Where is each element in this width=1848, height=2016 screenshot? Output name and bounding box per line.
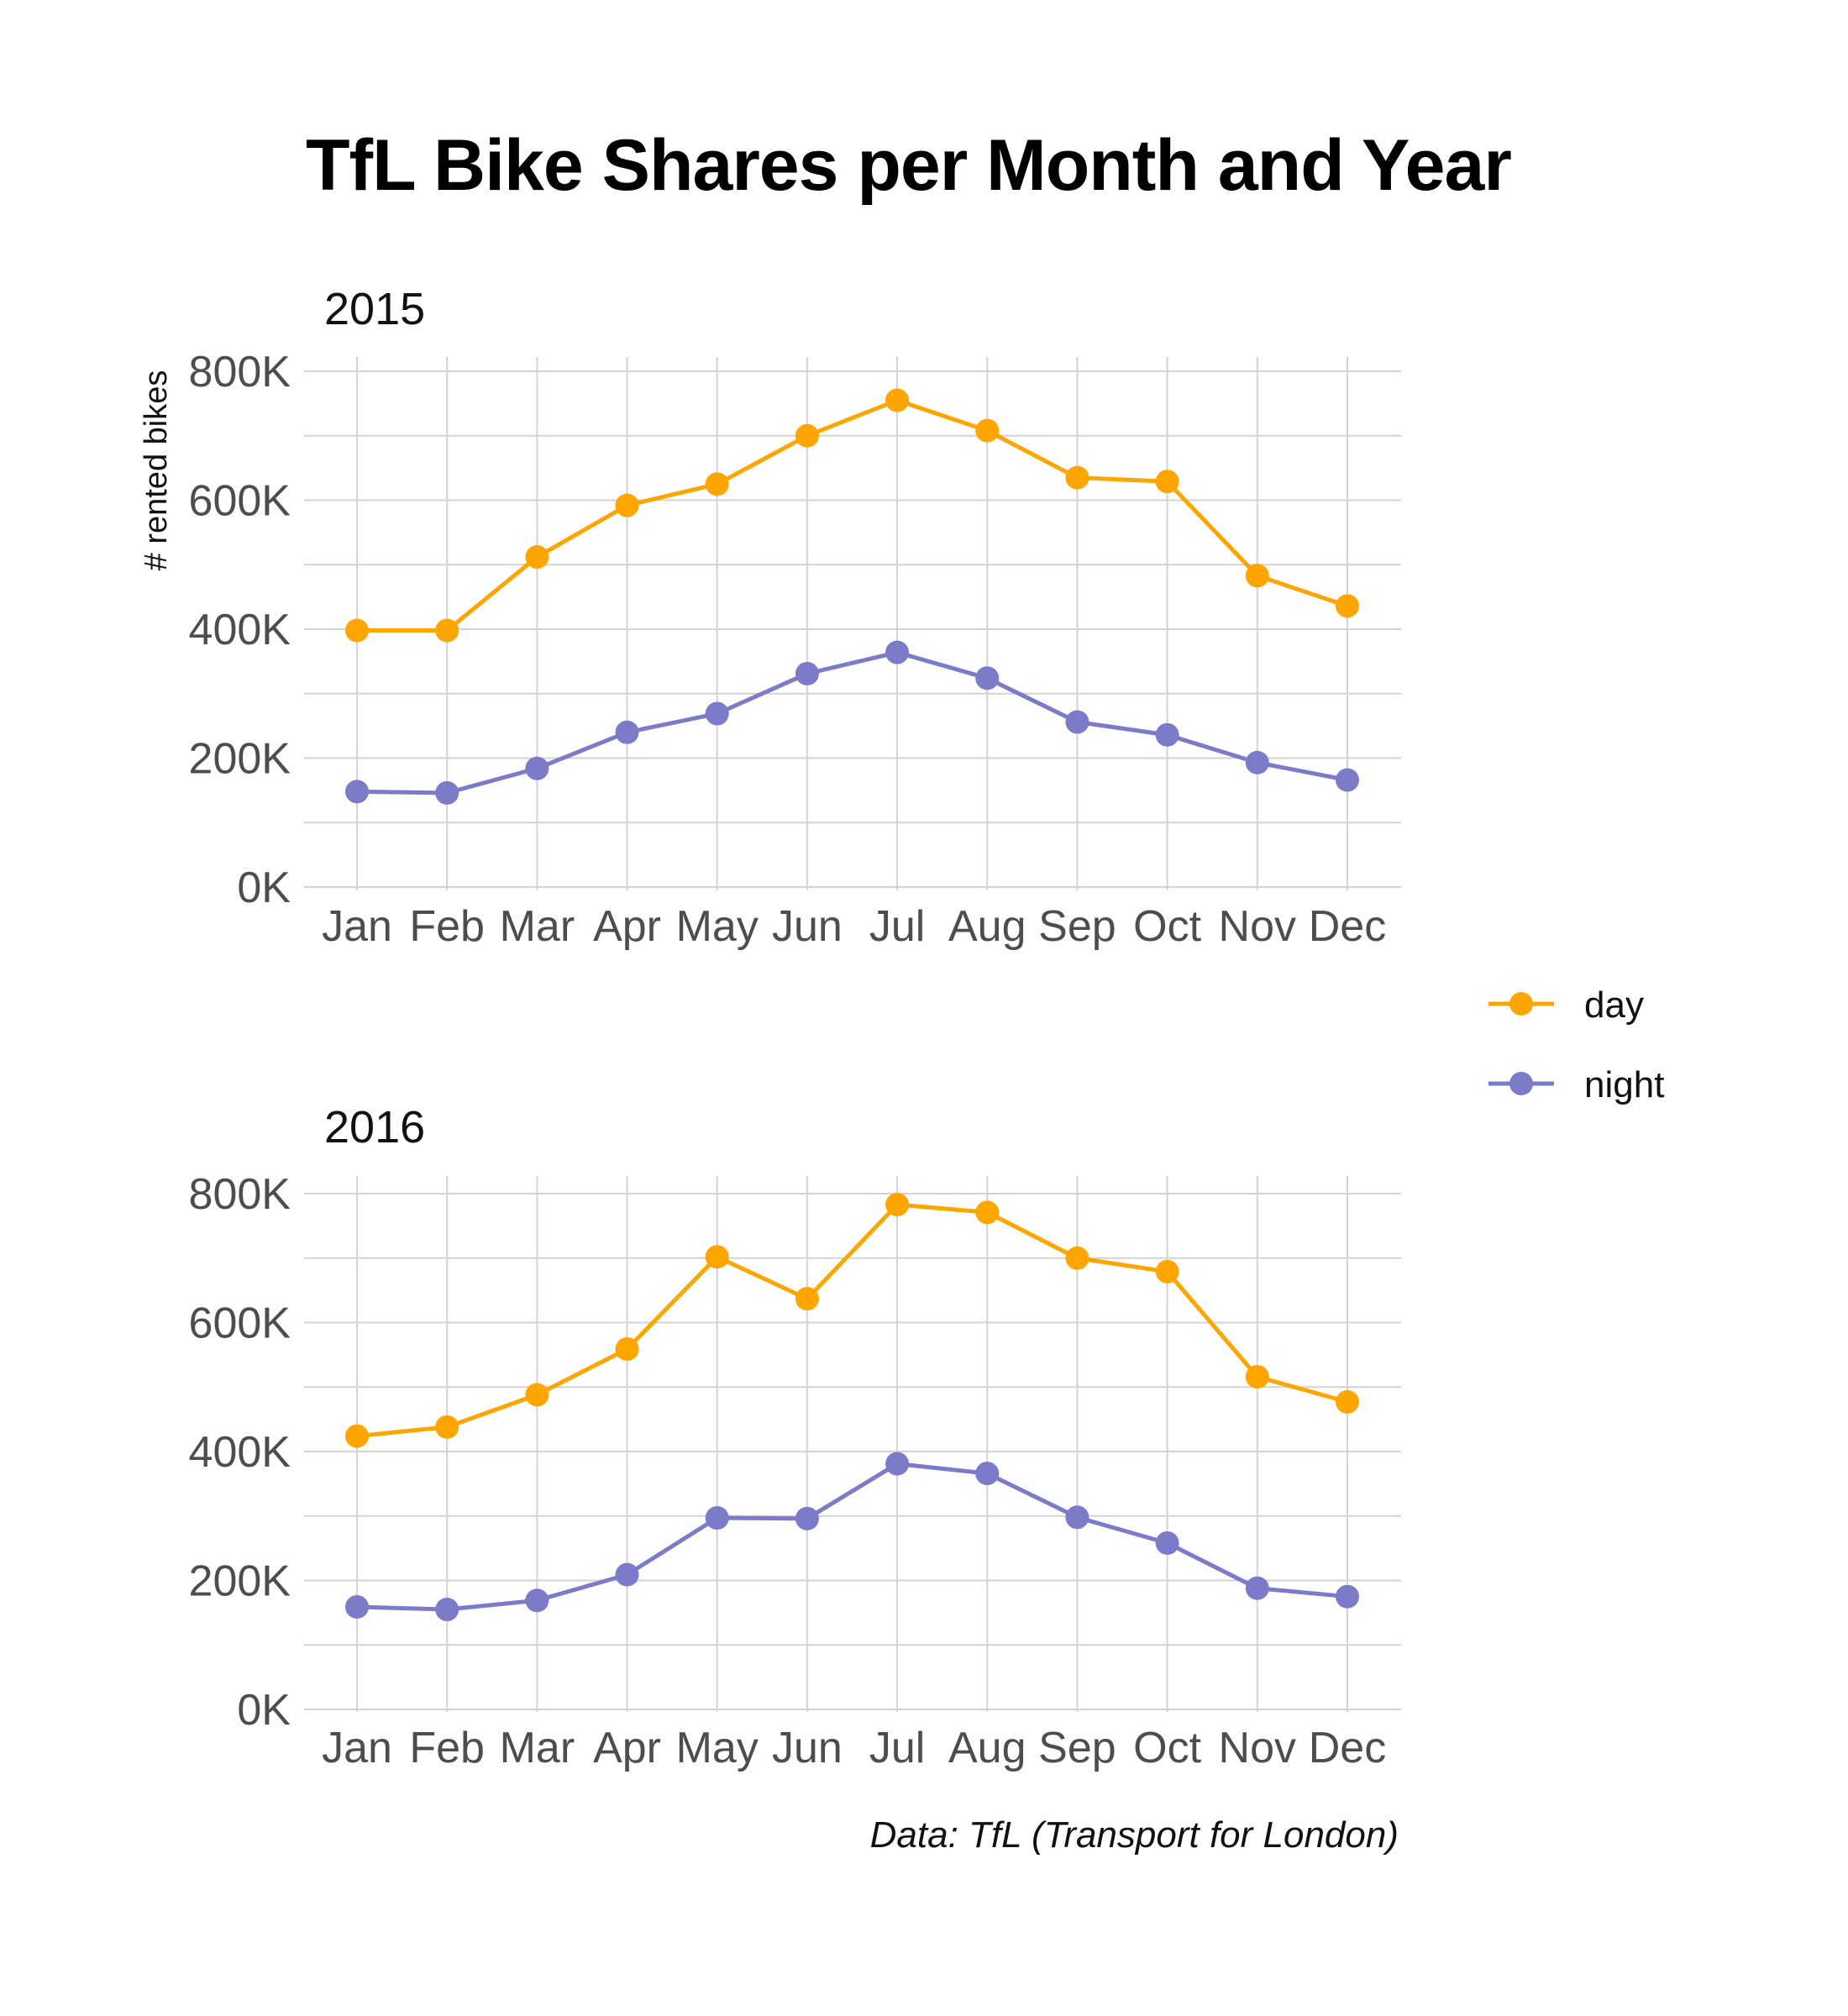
data-point-night (1245, 1576, 1269, 1600)
data-point-day (1245, 1364, 1269, 1389)
y-axis-title: # rented bikes (139, 370, 174, 571)
x-tick-label: Mar (500, 1724, 575, 1772)
x-tick-label: Jan (322, 1724, 392, 1772)
x-tick-label: Sep (1038, 902, 1116, 951)
x-tick-label: Apr (593, 902, 661, 951)
data-point-night (1065, 1505, 1089, 1530)
x-tick-label: Nov (1219, 902, 1296, 951)
x-tick-label: Jul (869, 902, 925, 951)
x-tick-label: Jun (772, 902, 843, 951)
data-point-day (795, 423, 819, 448)
legend-label: day (1584, 984, 1644, 1026)
x-tick-label: Dec (1309, 1724, 1386, 1772)
x-tick-label: Jan (322, 902, 392, 951)
x-tick-label: Mar (500, 902, 575, 951)
data-point-day (615, 1336, 639, 1361)
data-point-day (975, 418, 1000, 443)
data-point-day (885, 388, 910, 412)
data-point-day (1065, 465, 1089, 490)
data-point-night (1335, 768, 1359, 792)
data-point-day (435, 618, 459, 643)
data-point-day (615, 493, 639, 517)
x-tick-label: Dec (1309, 902, 1386, 951)
y-tick-label: 0K (237, 864, 291, 912)
data-point-night (1335, 1584, 1359, 1609)
data-point-day (1335, 594, 1359, 618)
data-point-night (435, 1598, 459, 1622)
data-point-day (1335, 1389, 1359, 1414)
data-point-day (525, 1383, 549, 1407)
x-tick-label: May (676, 1724, 759, 1772)
data-point-night (1065, 710, 1089, 734)
legend-key-point (1509, 1072, 1533, 1095)
data-point-night (525, 1588, 549, 1613)
x-tick-label: Sep (1038, 1724, 1116, 1772)
series-line-day (356, 1202, 1348, 1439)
chart-caption: Data: TfL (Transport for London) (869, 1814, 1399, 1856)
data-point-night (435, 780, 459, 805)
x-tick-label: Oct (1133, 902, 1201, 951)
x-tick-label: Apr (593, 1724, 661, 1772)
data-point-night (525, 756, 549, 780)
data-point-night (615, 720, 639, 744)
y-tick-label: 600K (189, 477, 291, 526)
y-tick-label: 600K (189, 1299, 291, 1348)
data-point-night (975, 1462, 1000, 1486)
x-tick-label: Jul (869, 1724, 925, 1772)
data-point-day (705, 1245, 729, 1269)
y-tick-label: 800K (189, 1170, 291, 1219)
x-tick-label: Feb (409, 902, 485, 951)
y-tick-label: 400K (189, 1428, 291, 1477)
series-line-day (357, 398, 1348, 633)
data-point-day (705, 472, 729, 496)
data-point-day (1155, 470, 1179, 494)
panel-title: 2016 (324, 1102, 425, 1152)
data-point-night (705, 701, 729, 726)
data-point-day (345, 618, 369, 643)
y-tick-label: 400K (189, 606, 291, 654)
data-point-day (975, 1200, 1000, 1225)
series-line-night (356, 1462, 1348, 1612)
data-point-night (1245, 750, 1269, 774)
x-tick-label: Nov (1219, 1724, 1296, 1772)
data-point-night (345, 1594, 369, 1619)
data-point-day (885, 1193, 910, 1217)
legend-label: night (1584, 1064, 1664, 1105)
data-point-day (525, 545, 549, 570)
x-tick-label: Oct (1133, 1724, 1201, 1772)
x-tick-label: May (676, 902, 759, 951)
y-tick-label: 200K (189, 735, 291, 784)
series-line-night (356, 650, 1348, 795)
data-point-night (795, 661, 819, 685)
data-point-day (1245, 564, 1269, 588)
panel-title: 2015 (324, 284, 425, 334)
data-point-night (795, 1506, 819, 1530)
x-tick-label: Jun (772, 1724, 843, 1772)
x-tick-label: Aug (948, 902, 1026, 951)
data-point-night (1155, 1530, 1179, 1555)
data-point-day (435, 1415, 459, 1439)
legend-key-point (1509, 992, 1533, 1016)
data-point-night (705, 1506, 729, 1530)
data-point-night (885, 1452, 910, 1476)
x-tick-label: Aug (948, 1724, 1026, 1772)
y-tick-label: 800K (189, 348, 291, 396)
data-point-day (1155, 1259, 1179, 1284)
data-point-night (1155, 722, 1179, 747)
data-point-day (795, 1287, 819, 1311)
data-point-night (615, 1562, 639, 1587)
x-tick-label: Feb (409, 1724, 485, 1772)
data-point-night (345, 780, 369, 804)
y-tick-label: 0K (237, 1686, 291, 1735)
y-tick-label: 200K (189, 1557, 291, 1606)
data-point-night (885, 640, 910, 664)
data-point-day (345, 1424, 369, 1448)
chart-title: TfL Bike Shares per Month and Year (306, 125, 1512, 206)
data-point-day (1065, 1246, 1089, 1270)
data-point-night (975, 666, 1000, 690)
